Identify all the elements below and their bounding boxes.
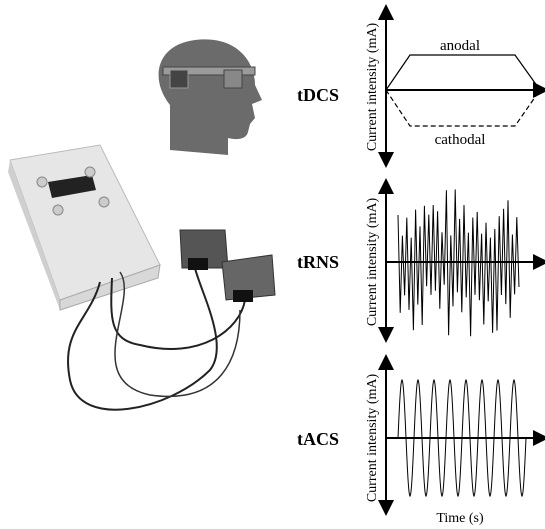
stimulator-device (8, 144, 246, 411)
y-axis-label: Current intensity (mA) (365, 198, 380, 327)
head-illustration (158, 39, 262, 155)
trns-plot (378, 178, 545, 343)
x-axis-label: Time (s) (436, 511, 484, 526)
y-axis-label: Current intensity (mA) (365, 374, 380, 503)
tacs-plot (378, 354, 545, 516)
annotation: anodal (440, 38, 480, 54)
panel-label: tACS (297, 429, 339, 449)
panel-label: tDCS (297, 85, 339, 105)
electrodes (179, 229, 276, 302)
y-axis-label: Current intensity (mA) (365, 23, 380, 152)
panel-label: tRNS (297, 252, 339, 272)
tdcs-plot (378, 4, 545, 168)
annotation: cathodal (435, 132, 486, 148)
